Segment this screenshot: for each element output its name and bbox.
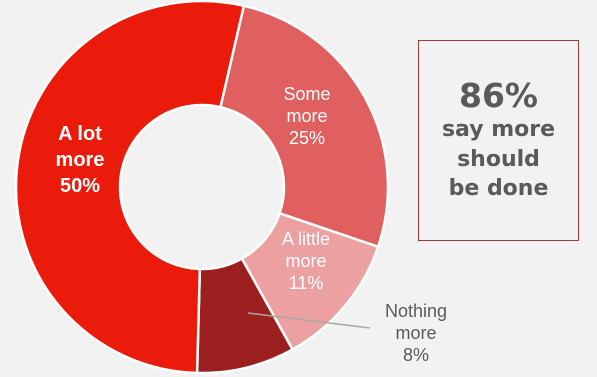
label-some-more: Some more 25% xyxy=(283,84,330,148)
summary-callout: 86% say more should be done xyxy=(418,40,579,241)
label-a-lot-more: A lot more 50% xyxy=(56,123,105,197)
callout-line-2: should xyxy=(457,146,540,172)
slice-some-more xyxy=(218,4,390,249)
leader-line-nothing-more xyxy=(247,312,371,329)
slice-a-lot-more xyxy=(14,0,246,375)
slice-a-little-more xyxy=(240,211,380,352)
label-nothing-more: Nothing more 8% xyxy=(385,301,447,365)
label-a-little-more: A little more 11% xyxy=(282,229,330,293)
callout-line-1: say more xyxy=(441,116,556,142)
callout-line-3: be done xyxy=(448,176,549,202)
callout-value: 86% xyxy=(459,76,538,115)
